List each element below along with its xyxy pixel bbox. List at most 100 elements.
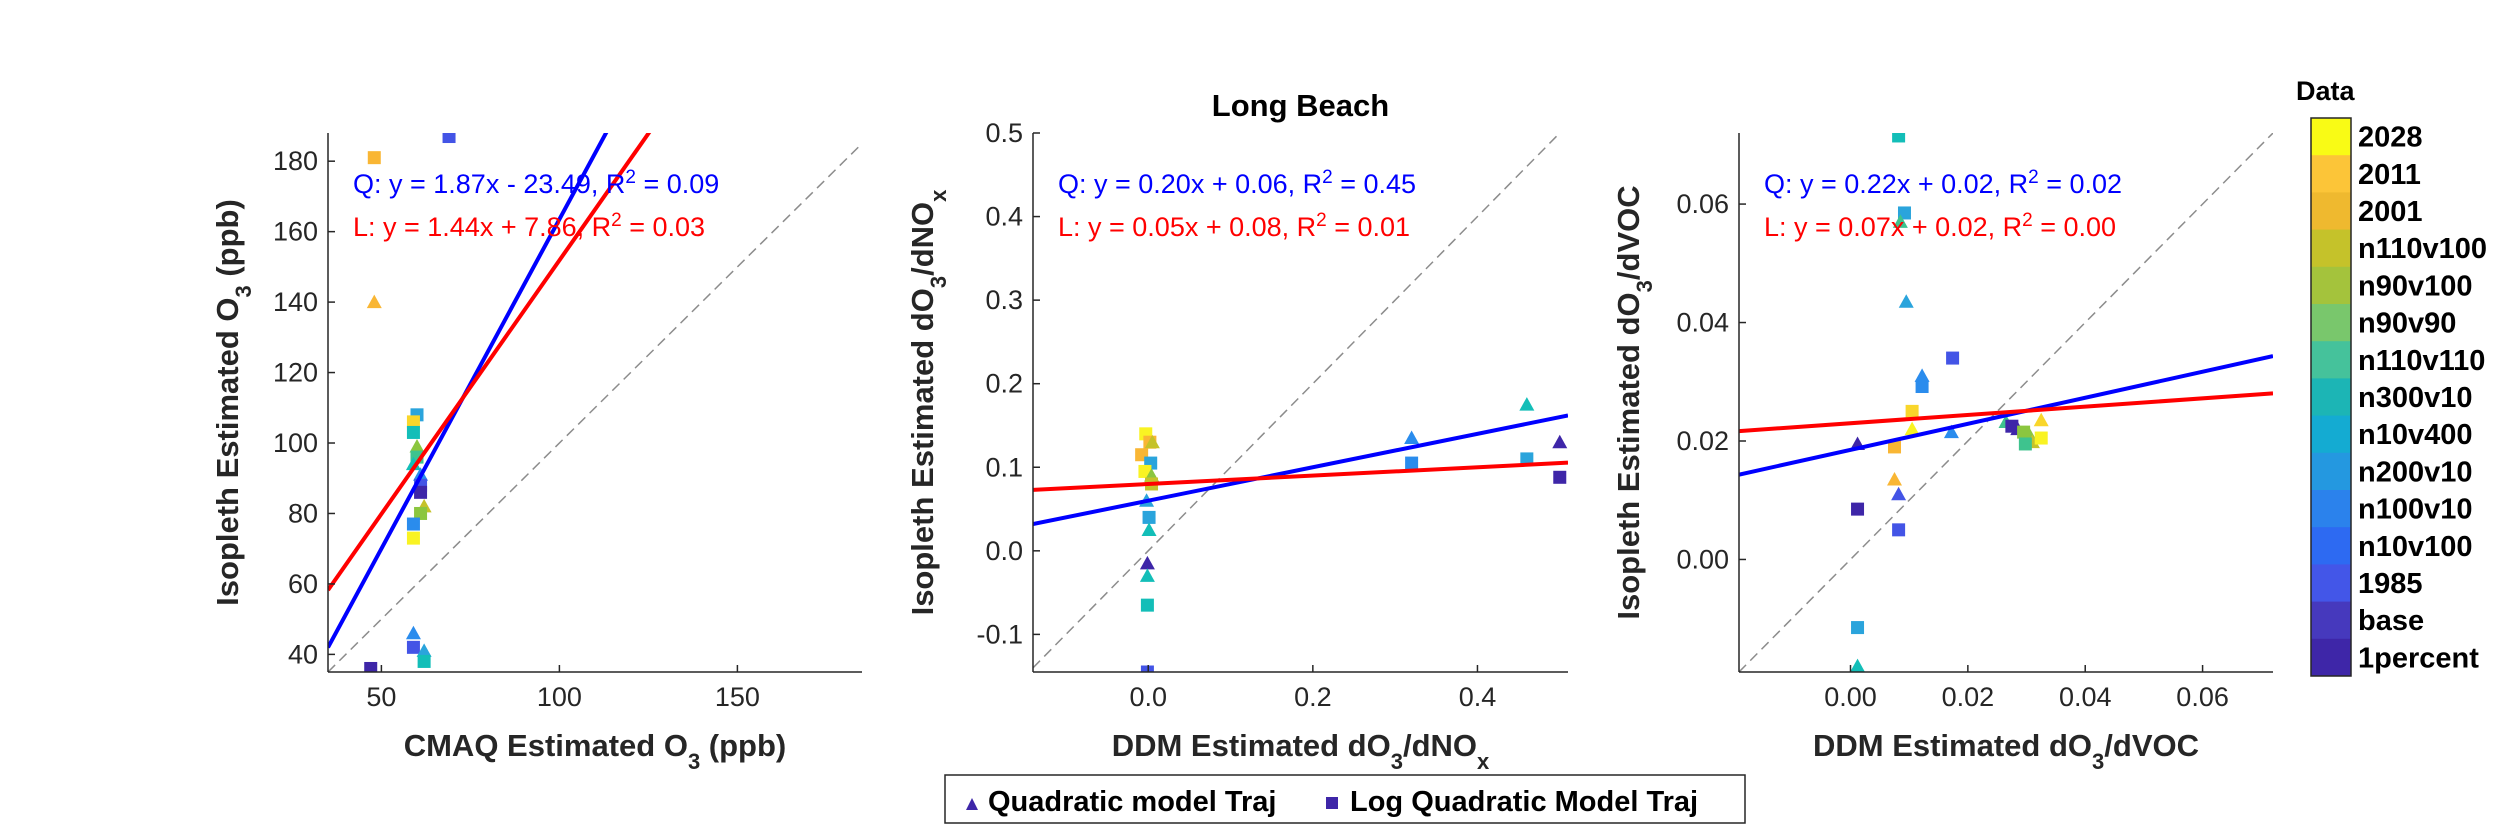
identity-line [1739, 133, 2273, 672]
data-point-triangle [416, 643, 432, 657]
colorbar-label: 1percent [2358, 642, 2479, 674]
y-tick-label: 0.5 [985, 118, 1023, 148]
y-tick-label: 180 [273, 146, 318, 176]
y-axis-label: Isopleth Estimated dO3/dNOx [905, 189, 951, 616]
colorbar-label: 2001 [2358, 196, 2423, 228]
data-point-square [1851, 502, 1865, 516]
data-point-square [417, 654, 431, 668]
y-tick-label: 0.02 [1676, 426, 1729, 456]
x-tick-label: 50 [366, 682, 396, 712]
colorbar-label: n100v10 [2358, 494, 2473, 526]
y-tick-label: 120 [273, 358, 318, 388]
colorbar-band [2311, 266, 2351, 305]
linear-fit-annotation: L: y = 1.44x + 7.86, R2 = 0.03 [353, 210, 705, 243]
x-tick-label: 150 [715, 682, 760, 712]
chart-title: Long Beach [1212, 88, 1389, 123]
data-point-triangle [1404, 430, 1420, 445]
data-point-square [1892, 523, 1906, 537]
colorbar-frame [2310, 117, 2352, 677]
colorbar-label: 2028 [2358, 122, 2423, 154]
colorbar-label: n90v100 [2358, 270, 2473, 302]
linear-fit-line [328, 133, 652, 592]
plot-area [328, 133, 862, 672]
data-point-square [406, 640, 420, 654]
y-tick-label: 0.2 [985, 369, 1023, 399]
x-tick-label: 0.06 [2176, 682, 2229, 712]
subplot-2: 0.0 0.2 0.4 -0.1 0.0 0.1 0.2 0.3 0.4 0.5 Q: y = 0.… [905, 88, 1568, 774]
colorbar-band [2311, 564, 2351, 603]
legend-label-quadratic: Quadratic model Traj [988, 786, 1276, 818]
y-tick-label: 160 [273, 217, 318, 247]
data-point-square [364, 661, 378, 672]
colorbar: Data 2028 2011 2001 n110v100 n90v100 n90v90 n1… [2296, 76, 2487, 677]
colorbar-band [2311, 601, 2351, 640]
y-tick-label: -0.1 [976, 619, 1023, 649]
data-point-square [406, 425, 420, 439]
x-tick-label: 0.0 [1129, 682, 1167, 712]
data-point-triangle [1850, 658, 1865, 672]
data-point-triangle [1552, 434, 1568, 449]
y-tick-label: 60 [288, 569, 318, 599]
data-point-square [1915, 380, 1929, 394]
data-point-square [1851, 621, 1865, 635]
linear-fit-line [1739, 391, 2273, 434]
y-tick-label: 0.00 [1676, 544, 1729, 574]
data-point-square [1140, 665, 1154, 672]
data-point-triangle [1519, 397, 1535, 411]
data-point-square [1520, 452, 1534, 466]
x-axis-label: DDM Estimated dO3/dVOC [1813, 728, 2199, 774]
colorbar-title: Data [2296, 76, 2356, 106]
colorbar-label: n110v110 [2358, 345, 2485, 377]
data-point-square [1553, 470, 1567, 484]
data-point-triangle [1904, 421, 1920, 436]
data-point-triangle [1887, 472, 1903, 486]
data-point-square [2034, 431, 2048, 445]
quadratic-fit-line [1033, 413, 1568, 527]
y-tick-label: 100 [273, 428, 318, 458]
data-point-triangle [1141, 522, 1157, 536]
colorbar-band [2311, 638, 2351, 677]
y-tick-label: 80 [288, 498, 318, 528]
colorbar-label: n110v100 [2358, 233, 2487, 265]
data-point-triangle [2033, 412, 2049, 427]
plot-area [1739, 133, 2273, 672]
data-point-triangle [1943, 424, 1959, 439]
data-point-triangle [405, 456, 421, 471]
y-tick-label: 0.0 [985, 536, 1023, 566]
data-point-triangle [1139, 555, 1155, 570]
data-point-square [406, 415, 420, 429]
colorbar-label: n10v400 [2358, 419, 2473, 451]
colorbar-band [2311, 490, 2351, 528]
colorbar-band [2311, 229, 2351, 268]
colorbar-band [2311, 192, 2351, 231]
data-point-triangle [366, 294, 382, 309]
quadratic-fit-annotation: Q: y = 0.20x + 0.06, R2 = 0.45 [1058, 167, 1416, 200]
y-axis-label: Isopleth Estimated dO3/dVOC [1611, 185, 1657, 619]
data-point-triangle [1898, 294, 1914, 308]
data-point-triangle [1892, 214, 1908, 228]
colorbar-band [2311, 118, 2351, 156]
colorbar-band [2311, 341, 2351, 379]
y-tick-label: 0.3 [985, 285, 1023, 315]
data-point-triangle [1914, 368, 1930, 382]
colorbar-label: n200v10 [2358, 456, 2473, 488]
colorbar-band [2311, 415, 2351, 454]
data-point-square [406, 517, 420, 531]
data-point-square [1142, 510, 1156, 524]
legend-marker-triangle [966, 798, 978, 810]
quadratic-fit-line [1739, 354, 2273, 477]
legend-box [944, 774, 1746, 824]
data-point-triangle [1891, 486, 1907, 501]
plot-area [1033, 133, 1568, 672]
data-point-square [1888, 440, 1902, 454]
x-tick-label: 0.00 [1824, 682, 1877, 712]
quadratic-fit-annotation: Q: y = 1.87x - 23.49, R2 = 0.09 [353, 167, 719, 200]
data-point-triangle [1139, 568, 1155, 582]
data-point-square [414, 506, 428, 520]
data-point-triangle [405, 625, 421, 640]
identity-line [328, 143, 862, 672]
colorbar-band [2311, 378, 2351, 417]
y-tick-label: 40 [288, 639, 318, 669]
data-point-square [414, 485, 428, 499]
